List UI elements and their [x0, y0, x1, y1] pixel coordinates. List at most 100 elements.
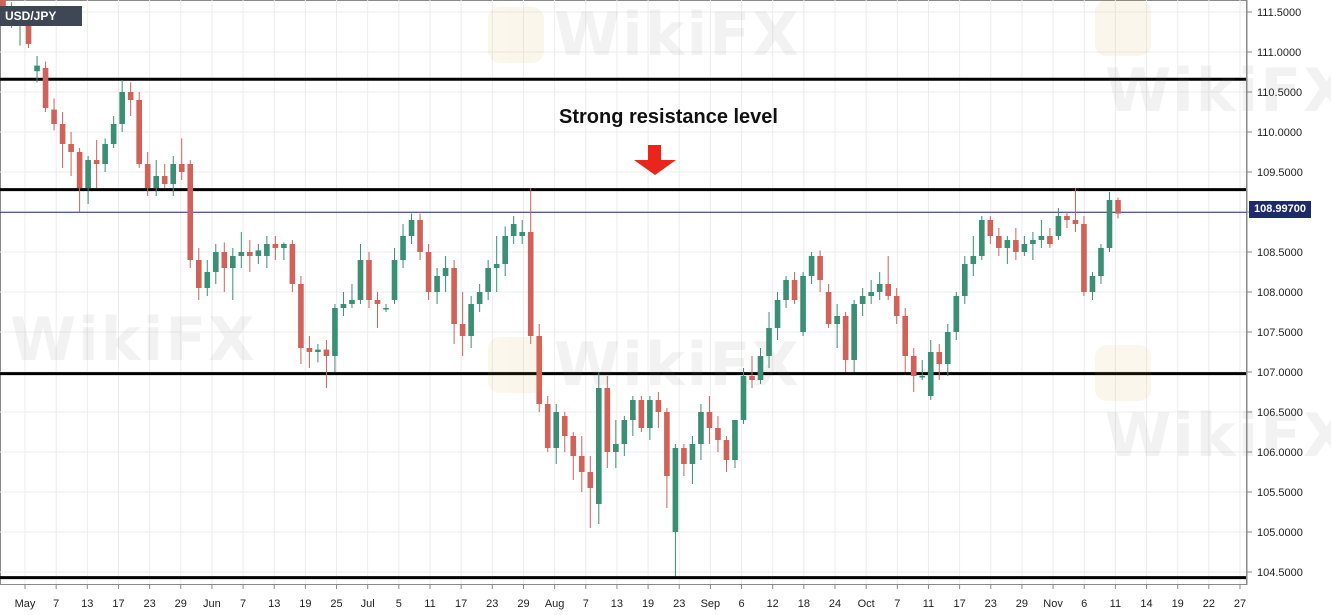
- candle[interactable]: [706, 396, 713, 444]
- candle[interactable]: [1106, 192, 1113, 252]
- candle-body[interactable]: [459, 324, 466, 336]
- candle[interactable]: [187, 160, 194, 268]
- candle-body[interactable]: [349, 300, 355, 304]
- candle[interactable]: [434, 268, 440, 304]
- candle-body[interactable]: [655, 400, 662, 412]
- candle[interactable]: [136, 92, 142, 168]
- candle[interactable]: [1115, 197, 1121, 219]
- candle-body[interactable]: [408, 220, 415, 236]
- candle[interactable]: [1004, 236, 1011, 264]
- candle-body[interactable]: [604, 388, 611, 452]
- candle[interactable]: [315, 344, 321, 363]
- candle[interactable]: [944, 324, 951, 376]
- candle[interactable]: [842, 312, 849, 372]
- candle[interactable]: [936, 344, 943, 380]
- candle[interactable]: [868, 280, 874, 304]
- candle[interactable]: [255, 244, 262, 264]
- candle-body[interactable]: [306, 348, 313, 352]
- candle-body[interactable]: [468, 304, 474, 336]
- candle-body[interactable]: [34, 65, 40, 72]
- candle[interactable]: [527, 188, 534, 344]
- candle[interactable]: [553, 404, 560, 464]
- candle[interactable]: [408, 213, 415, 244]
- candle[interactable]: [425, 244, 432, 300]
- candle[interactable]: [212, 244, 219, 284]
- candle[interactable]: [893, 288, 900, 324]
- candle-body[interactable]: [910, 356, 917, 376]
- candle[interactable]: [127, 82, 134, 116]
- candle[interactable]: [391, 248, 398, 304]
- candle-body[interactable]: [902, 316, 909, 356]
- candle[interactable]: [1098, 244, 1104, 284]
- candle[interactable]: [468, 296, 474, 348]
- candle-body[interactable]: [791, 280, 798, 300]
- candle[interactable]: [42, 61, 49, 112]
- candle-body[interactable]: [961, 264, 968, 296]
- candle[interactable]: [68, 132, 74, 176]
- candle[interactable]: [570, 432, 577, 480]
- candle-body[interactable]: [340, 304, 347, 308]
- candle[interactable]: [638, 396, 645, 432]
- candle-body[interactable]: [749, 376, 755, 380]
- candle-body[interactable]: [927, 352, 934, 396]
- candle[interactable]: [493, 236, 500, 292]
- candle-body[interactable]: [621, 420, 628, 444]
- candle-body[interactable]: [587, 472, 594, 488]
- candle-body[interactable]: [1038, 236, 1045, 240]
- candle-body[interactable]: [1106, 200, 1113, 248]
- candle-body[interactable]: [774, 300, 781, 328]
- candle-body[interactable]: [1064, 216, 1070, 220]
- candle[interactable]: [732, 420, 738, 468]
- candle-body[interactable]: [544, 404, 551, 448]
- candle[interactable]: [766, 312, 772, 368]
- candle[interactable]: [247, 240, 253, 272]
- candle[interactable]: [230, 248, 236, 300]
- candle[interactable]: [323, 340, 330, 388]
- candle-body[interactable]: [1030, 240, 1036, 244]
- candle-body[interactable]: [136, 100, 142, 164]
- candle-body[interactable]: [842, 316, 849, 360]
- candle[interactable]: [281, 242, 287, 260]
- candle[interactable]: [587, 456, 594, 528]
- candle[interactable]: [1081, 216, 1087, 296]
- candle-body[interactable]: [451, 268, 457, 324]
- candle-body[interactable]: [1055, 216, 1062, 236]
- candle-body[interactable]: [681, 448, 687, 464]
- candle-body[interactable]: [204, 272, 211, 288]
- candle-body[interactable]: [876, 284, 883, 292]
- candle[interactable]: [664, 408, 670, 508]
- candle[interactable]: [774, 292, 781, 340]
- candle[interactable]: [561, 412, 568, 452]
- candle-body[interactable]: [561, 416, 568, 436]
- candle[interactable]: [613, 420, 619, 468]
- candle[interactable]: [102, 138, 108, 172]
- candle-body[interactable]: [391, 260, 398, 300]
- candle-body[interactable]: [630, 400, 636, 420]
- candle-body[interactable]: [127, 92, 134, 100]
- candle[interactable]: [400, 224, 406, 268]
- candle[interactable]: [1089, 272, 1096, 300]
- candle-body[interactable]: [783, 280, 789, 300]
- candle[interactable]: [1021, 236, 1028, 256]
- candle[interactable]: [1064, 212, 1070, 228]
- candle-body[interactable]: [723, 440, 730, 460]
- candle[interactable]: [689, 436, 696, 484]
- candle[interactable]: [519, 220, 526, 244]
- candle-body[interactable]: [766, 328, 772, 356]
- candle[interactable]: [178, 138, 185, 180]
- candle[interactable]: [825, 284, 832, 328]
- candle-body[interactable]: [1098, 248, 1104, 276]
- candle-body[interactable]: [740, 376, 747, 420]
- candle-body[interactable]: [868, 292, 874, 296]
- candle[interactable]: [902, 308, 909, 372]
- candle[interactable]: [987, 216, 994, 244]
- candle[interactable]: [740, 368, 747, 424]
- candle-body[interactable]: [212, 252, 219, 272]
- candle-body[interactable]: [825, 292, 832, 324]
- candle-body[interactable]: [510, 224, 517, 236]
- candle-body[interactable]: [595, 388, 602, 504]
- candle[interactable]: [996, 228, 1002, 256]
- candle[interactable]: [383, 304, 389, 312]
- candle[interactable]: [595, 372, 602, 524]
